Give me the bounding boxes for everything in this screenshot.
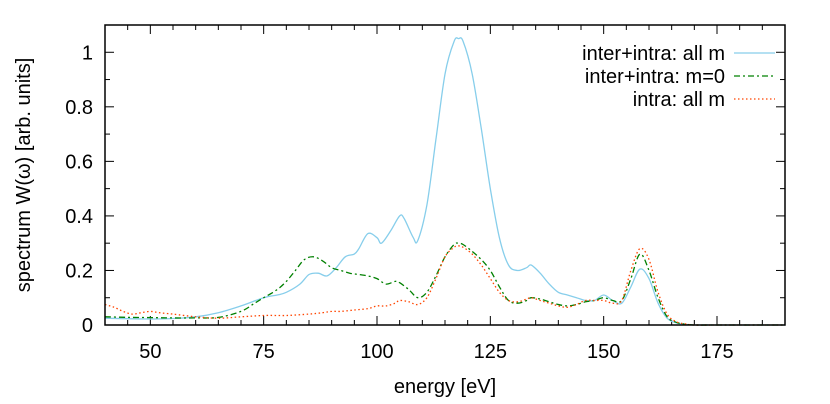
legend-label: intra: all m <box>633 89 725 111</box>
x-tick-label: 75 <box>253 341 275 363</box>
series-layer <box>104 37 785 326</box>
y-tick-label: 0.6 <box>65 151 93 173</box>
x-tick-label: 100 <box>360 341 393 363</box>
y-tick-label: 1 <box>82 42 93 64</box>
plot-frame <box>104 24 786 326</box>
y-tick-label: 0.8 <box>65 97 93 119</box>
y-tick-label: 0.4 <box>65 206 93 228</box>
legend-label: inter+intra: all m <box>582 43 725 65</box>
y-axis-title: spectrum W(ω) [arb. units] <box>13 58 35 293</box>
x-axis-title: energy [eV] <box>394 376 496 398</box>
x-tick-label: 125 <box>474 341 507 363</box>
x-tick-label: 150 <box>587 341 620 363</box>
x-tick-label: 175 <box>700 341 733 363</box>
y-tick-label: 0 <box>82 315 93 337</box>
series-intra-all-m-line <box>104 245 785 326</box>
y-tick-label: 0.2 <box>65 260 93 282</box>
series-inter-intra-all-m-line <box>104 37 785 326</box>
series-inter-intra-m0-line <box>104 242 785 326</box>
legend-label: inter+intra: m=0 <box>585 66 725 88</box>
x-tick-label: 50 <box>139 341 161 363</box>
